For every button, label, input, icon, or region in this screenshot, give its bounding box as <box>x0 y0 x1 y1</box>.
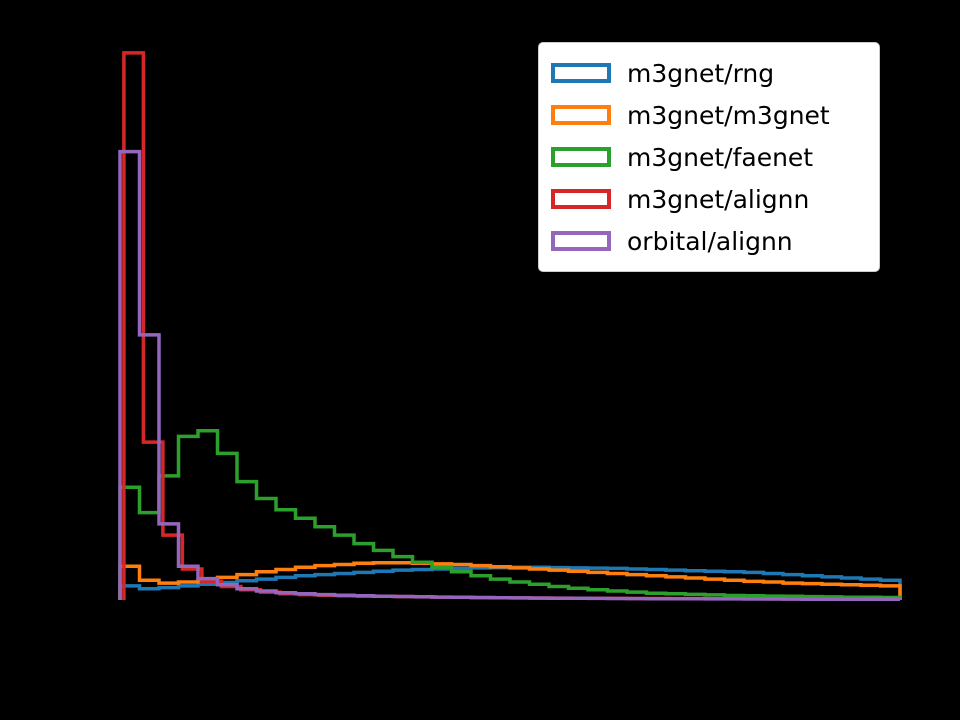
legend-label: orbital/alignn <box>627 226 793 256</box>
legend-item: m3gnet/faenet <box>551 136 865 178</box>
legend-swatch-0 <box>551 63 611 83</box>
legend-swatch-3 <box>551 189 611 209</box>
series-line-4 <box>118 149 902 602</box>
legend-item: orbital/alignn <box>551 220 865 262</box>
legend-label: m3gnet/rng <box>627 58 775 88</box>
legend-item: m3gnet/alignn <box>551 178 865 220</box>
legend-label: m3gnet/alignn <box>627 184 810 214</box>
legend-label: m3gnet/m3gnet <box>627 100 830 130</box>
series-line-2 <box>118 429 902 600</box>
legend-item: m3gnet/rng <box>551 52 865 94</box>
legend-swatch-1 <box>551 105 611 125</box>
legend-label: m3gnet/faenet <box>627 142 814 172</box>
legend-swatch-2 <box>551 147 611 167</box>
legend-item: m3gnet/m3gnet <box>551 94 865 136</box>
legend: m3gnet/rng m3gnet/m3gnet m3gnet/faenet m… <box>538 42 880 272</box>
series-line-1 <box>118 561 902 600</box>
legend-swatch-4 <box>551 231 611 251</box>
